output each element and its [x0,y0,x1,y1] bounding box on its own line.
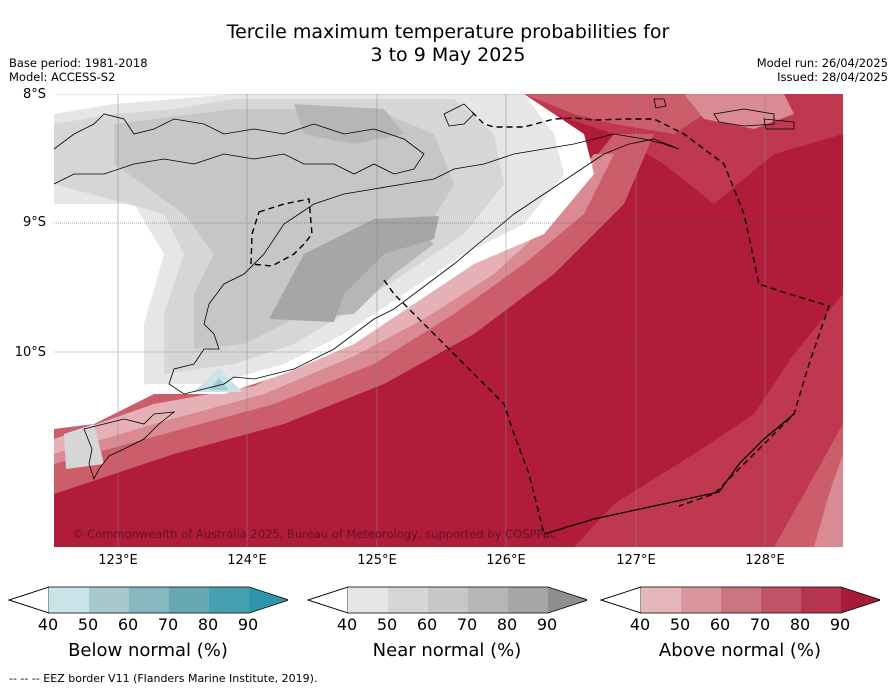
cbar-below-title: Below normal (%) [68,640,228,661]
colorbar-above-segment [641,587,681,613]
cbar-above-tick-90: 90 [829,615,851,634]
colorbar-near-segment [388,587,428,613]
colorbar-near-segment [348,587,388,613]
lon-label-126e: 126°E [486,553,526,568]
colorbar-near-segment [468,587,508,613]
lon-label-123e: 123°E [98,553,138,568]
lon-label-127e: 127°E [616,553,656,568]
map-meridians [117,94,766,547]
map-canvas [54,94,843,547]
map-region-above-60-ne [684,94,794,129]
probability-map [54,94,843,547]
colorbar-near-svg [306,586,590,614]
cbar-above-tick-80: 80 [789,615,811,634]
colorbar-near-high-extension [548,587,588,613]
eez-border [250,111,830,535]
colorbar-near-normal [306,586,590,614]
colorbar-near-segment [508,587,548,613]
cbar-below-tick-80: 80 [197,615,219,634]
colorbar-above-segment [721,587,761,613]
cbar-near-tick-90: 90 [536,615,558,634]
copyright-notice: © Commonwealth of Australia 2025, Bureau… [72,527,557,541]
map-title-line1: Tercile maximum temperature probabilitie… [226,21,670,43]
cbar-near-title: Near normal (%) [372,640,522,661]
cbar-near-tick-50: 50 [376,615,398,634]
cbar-above-tick-40: 40 [629,615,651,634]
colorbar-above-low-extension [599,586,642,614]
model-text: Model: ACCESS-S2 [9,70,116,84]
eez-footnote: -- -- -- EEZ border V11 (Flanders Marine… [9,672,318,685]
map-region-above-80-se [574,294,843,547]
cbar-below-tick-90: 90 [237,615,259,634]
colorbar-below-normal [7,586,291,614]
colorbar-above-high-extension [841,587,881,613]
cbar-above-tick-60: 60 [709,615,731,634]
map-region-above-60-se [814,454,843,547]
map-title-line2: 3 to 9 May 2025 [370,44,526,66]
colorbar-above-normal [599,586,883,614]
cbar-above-tick-50: 50 [669,615,691,634]
lon-label-125e: 125°E [357,553,397,568]
colorbar-below-high-extension [249,587,289,613]
colorbar-below-segment [209,587,249,613]
cbar-near-tick-80: 80 [496,615,518,634]
map-gridlines [54,94,843,353]
base-period-text: Base period: 1981-2018 [9,56,148,70]
colorbar-below-segment [129,587,169,613]
coastlines [54,98,795,481]
lat-label-9s: 9°S [22,215,46,230]
colorbar-above-segment [681,587,721,613]
cbar-near-tick-60: 60 [416,615,438,634]
map-region-above-70-ne [524,94,734,134]
map-region-near-80 [269,216,439,322]
colorbar-below-segment [89,587,129,613]
colorbar-below-low-extension [7,586,50,614]
colorbar-near-low-extension [306,586,349,614]
colorbar-above-svg [599,586,883,614]
lat-label-10s: 10°S [14,345,46,360]
cbar-below-tick-40: 40 [37,615,59,634]
colorbar-near-segment [428,587,468,613]
cbar-above-tick-70: 70 [749,615,771,634]
map-region-near-70-north [294,104,404,144]
map-region-near-60 [114,109,454,349]
colorbar-below-segment [169,587,209,613]
map-region-near-50-sw [64,424,104,469]
cbar-below-tick-70: 70 [157,615,179,634]
eez-border-solid [543,413,795,535]
lon-label-124e: 124°E [227,553,267,568]
colorbar-below-svg [7,586,291,614]
cbar-above-title: Above normal (%) [658,640,822,661]
model-run-text: Model run: 26/04/2025 [756,56,888,70]
issued-text: Issued: 28/04/2025 [777,70,888,84]
colorbar-above-segment [761,587,801,613]
cbar-below-tick-60: 60 [117,615,139,634]
map-region-above-50-coastal [54,154,594,454]
cbar-near-tick-40: 40 [336,615,358,634]
map-region-below-50 [209,378,229,390]
cbar-near-tick-70: 70 [456,615,478,634]
lat-label-8s: 8°S [22,87,46,102]
lon-label-128e: 128°E [745,553,785,568]
cbar-below-tick-50: 50 [77,615,99,634]
colorbar-below-segment [49,587,89,613]
colorbar-above-segment [801,587,841,613]
